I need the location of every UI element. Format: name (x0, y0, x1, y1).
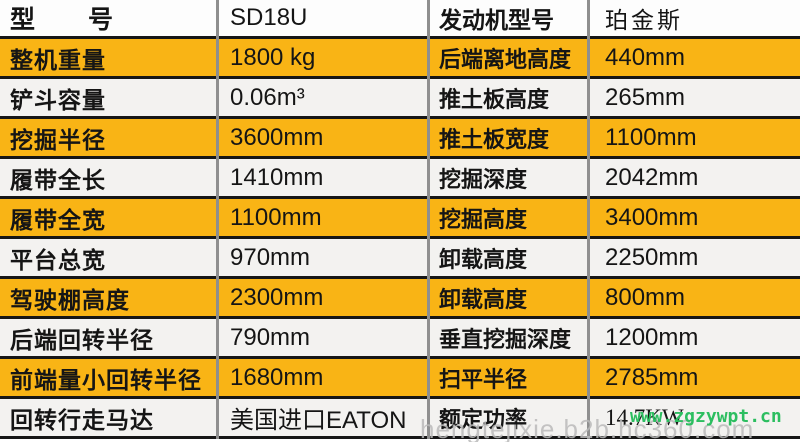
column-divider (587, 0, 590, 439)
spec-value: 2250mm (605, 243, 699, 271)
spec-value: 790mm (230, 323, 311, 351)
spec-label: 前端量小回转半径 (10, 366, 202, 393)
model-label: 型 号 (10, 6, 115, 34)
spec-label: 卸载高度 (439, 246, 528, 272)
spec-label: 推土板高度 (439, 86, 550, 112)
spec-label: 铲斗容量 (10, 86, 106, 113)
spec-row-rear-swing: 后端回转半径 790mm 垂直挖掘深度 1200mm (0, 316, 800, 356)
spec-value: 美国进口EATON (230, 407, 407, 434)
spec-label: 卸载高度 (439, 286, 528, 312)
model-value: SD18U (230, 4, 308, 31)
watermark-green-site: www.zgzywpt.cn (630, 406, 782, 427)
spec-label: 挖掘半径 (10, 126, 106, 153)
spec-value: 1410mm (230, 163, 324, 191)
spec-row-front-swing: 前端量小回转半径 1680mm 扫平半径 2785mm (0, 356, 800, 396)
spec-value: 14.7KW (605, 404, 684, 430)
engine-value: 珀金斯 (605, 7, 683, 33)
spec-value: 3600mm (230, 123, 324, 151)
spec-label: 挖掘深度 (439, 166, 528, 192)
spec-value: 0.06m³ (230, 83, 305, 111)
spec-label: 挖掘高度 (439, 206, 528, 232)
spec-value: 2042mm (605, 163, 699, 191)
spec-label: 额定功率 (439, 406, 528, 432)
spec-row-track-width: 履带全宽 1100mm 挖掘高度 3400mm (0, 196, 800, 236)
spec-row-bucket: 铲斗容量 0.06m³ 推土板高度 265mm (0, 76, 800, 116)
spec-label: 垂直挖掘深度 (439, 326, 572, 352)
spec-label: 推土板宽度 (439, 126, 550, 152)
spec-label: 后端回转半径 (10, 326, 154, 353)
spec-label: 回转行走马达 (10, 406, 154, 433)
spec-value: 970mm (230, 243, 311, 271)
spec-label: 整机重量 (10, 46, 106, 73)
spec-label: 后端离地高度 (439, 46, 572, 72)
spec-value: 1800 kg (230, 43, 316, 71)
spec-row-weight: 整机重量 1800 kg 后端离地高度 440mm (0, 36, 800, 76)
spec-row-platform-width: 平台总宽 970mm 卸载高度 2250mm (0, 236, 800, 276)
watermark-gray-site: hengtejixie.b2b.hc360.com (420, 414, 755, 442)
header-row: 型 号 SD18U 发动机型号 珀金斯 (0, 0, 800, 36)
spec-value: 1100mm (230, 203, 322, 231)
spec-value: 2785mm (605, 363, 699, 391)
spec-value: 800mm (605, 283, 686, 311)
spec-row-track-length: 履带全长 1410mm 挖掘深度 2042mm (0, 156, 800, 196)
spec-value: 440mm (605, 43, 686, 71)
spec-value: 1100mm (605, 123, 697, 151)
column-divider (427, 0, 430, 439)
spec-value: 265mm (605, 83, 686, 111)
spec-label: 驾驶棚高度 (10, 286, 130, 313)
spec-value: 2300mm (230, 283, 324, 311)
spec-label: 扫平半径 (439, 366, 528, 392)
spec-value: 3400mm (605, 203, 699, 231)
spec-row-canopy-height: 驾驶棚高度 2300mm 卸载高度 800mm (0, 276, 800, 316)
spec-row-dig-radius: 挖掘半径 3600mm 推土板宽度 1100mm (0, 116, 800, 156)
spec-row-motor: 回转行走马达 美国进口EATON 额定功率 14.7KW (0, 396, 800, 436)
engine-label: 发动机型号 (439, 7, 554, 33)
spec-value: 1680mm (230, 363, 324, 391)
spec-label: 履带全长 (10, 166, 106, 193)
spec-label: 履带全宽 (10, 206, 106, 233)
spec-value: 1200mm (605, 323, 699, 351)
column-divider (216, 0, 219, 439)
spec-label: 平台总宽 (10, 246, 106, 273)
